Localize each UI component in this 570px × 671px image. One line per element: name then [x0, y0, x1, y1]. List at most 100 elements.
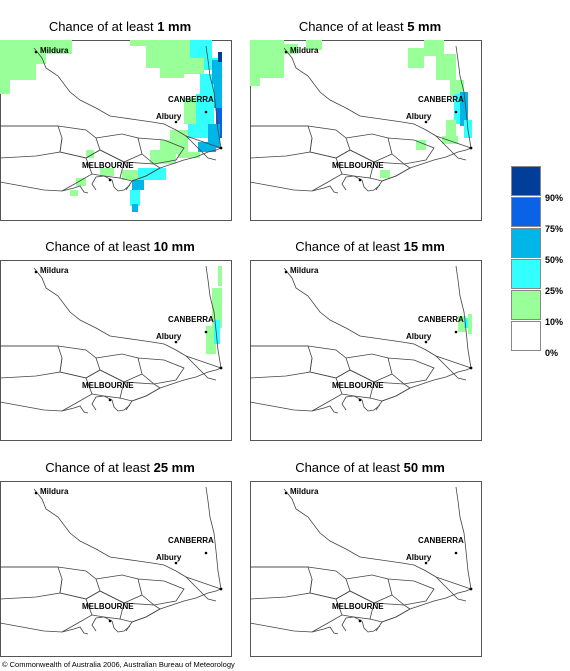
albury-label: Albury [156, 112, 182, 121]
map-panel-15mm: Chance of at least 15 mm Mildura CANBERRA… [250, 238, 510, 443]
probability-cell [100, 168, 114, 176]
melbourne-label: MELBOURNE [332, 602, 384, 611]
legend-label: 75% [545, 224, 564, 234]
probability-cell [436, 54, 456, 80]
gabo-marker [469, 587, 473, 591]
probability-cell [76, 178, 86, 186]
gabo-marker [219, 146, 223, 150]
probability-cell [36, 54, 46, 64]
probability-cell [190, 40, 212, 58]
melbourne-marker [358, 619, 362, 623]
canberra-marker [204, 330, 208, 334]
panel-title-prefix: Chance of at least [48, 19, 158, 34]
probability-cell [184, 54, 204, 74]
west-coastline [250, 401, 339, 414]
nsw-coastline [455, 45, 472, 149]
district-boundary [137, 578, 185, 606]
probability-cell [260, 40, 284, 78]
probability-cell [132, 180, 144, 190]
map-panel-10mm: Chance of at least 10 mm Mildura CANBERRA… [0, 238, 260, 443]
legend-label: 50% [545, 255, 564, 265]
legend-swatch-75 [511, 197, 541, 227]
probability-cell [306, 40, 322, 50]
map-panel-5mm: Chance of at least 5 mm Mildura CANBERRA A… [250, 18, 510, 223]
probability-cell [36, 40, 56, 54]
albury-marker [424, 120, 428, 124]
canberra-label: CANBERRA [418, 536, 464, 545]
map-panel-50mm: Chance of at least 50 mm Mildura CANBERRA… [250, 459, 510, 664]
probability-cell [460, 92, 468, 126]
nsw-coastline [455, 486, 472, 590]
canberra-label: CANBERRA [418, 315, 464, 324]
mildura-label: Mildura [290, 487, 319, 496]
gabo-marker [219, 366, 223, 370]
panel-title: Chance of at least 50 mm [250, 459, 490, 477]
boundaries [250, 45, 472, 194]
probability-cell [200, 74, 212, 94]
district-boundary [137, 137, 185, 165]
border-line [185, 135, 222, 149]
probability-cell [442, 136, 458, 144]
panel-title-prefix: Chance of at least [295, 460, 404, 475]
probability-cell [408, 48, 424, 68]
district-boundary [387, 137, 435, 165]
probability-cell [214, 84, 222, 108]
panel-title-prefix: Chance of at least [298, 19, 408, 34]
mildura-marker [284, 270, 288, 274]
state-border [283, 488, 467, 602]
melbourne-marker [108, 619, 112, 623]
probability-cell [130, 190, 140, 206]
border-line [185, 576, 222, 590]
legend-swatch-50 [511, 228, 541, 258]
canberra-marker [454, 551, 458, 555]
probability-cell [184, 98, 196, 124]
map-frame [250, 481, 482, 657]
gabo-marker [469, 366, 473, 370]
panel-title-prefix: Chance of at least [45, 460, 154, 475]
canberra-label: CANBERRA [418, 95, 464, 104]
gabo-marker [219, 587, 223, 591]
state-border [283, 47, 467, 161]
state-border [33, 488, 217, 602]
albury-marker [424, 340, 428, 344]
probability-cell [212, 288, 222, 328]
panel-title-amount: 1 mm [157, 19, 192, 34]
probability-cell [468, 314, 472, 334]
nsw-coastline [205, 265, 222, 369]
probability-cell [138, 168, 166, 180]
melbourne-marker [358, 398, 362, 402]
albury-label: Albury [406, 112, 432, 121]
melbourne-label: MELBOURNE [82, 381, 134, 390]
probability-cell [216, 108, 222, 138]
rainfall-probability-cells [458, 314, 472, 334]
port-phillip-bay [341, 175, 381, 192]
border-line [435, 576, 472, 590]
probability-legend: 90% 75% 50% 25% 10% 0% [511, 166, 570, 366]
legend-label: 10% [545, 317, 564, 327]
mildura-marker [34, 50, 38, 54]
panel-title-amount: 15 mm [403, 239, 445, 254]
probability-cell [446, 120, 456, 136]
nsw-coastline [205, 45, 222, 149]
albury-label: Albury [406, 553, 432, 562]
melbourne-label: MELBOURNE [82, 602, 134, 611]
probability-cell [250, 40, 260, 86]
map-frame [0, 260, 232, 441]
district-boundary [369, 381, 411, 402]
albury-label: Albury [406, 332, 432, 341]
probability-cell [0, 40, 10, 94]
panel-title: Chance of at least 1 mm [0, 18, 240, 36]
boundaries [0, 486, 222, 635]
state-border [33, 47, 217, 161]
probability-cell [380, 170, 390, 178]
melbourne-label: MELBOURNE [332, 381, 384, 390]
probability-cell [416, 140, 426, 150]
district-boundary [335, 369, 375, 399]
legend-swatch-90 [511, 166, 541, 196]
albury-marker [174, 120, 178, 124]
map-panel-1mm: Chance of at least 1 mm Mildura CANBERRA A… [0, 18, 260, 223]
district-boundary [369, 602, 411, 623]
map-panel-25mm: Chance of at least 25 mm Mildura CANBERRA… [0, 459, 260, 664]
probability-cell [122, 170, 138, 180]
probability-cell [464, 318, 468, 328]
